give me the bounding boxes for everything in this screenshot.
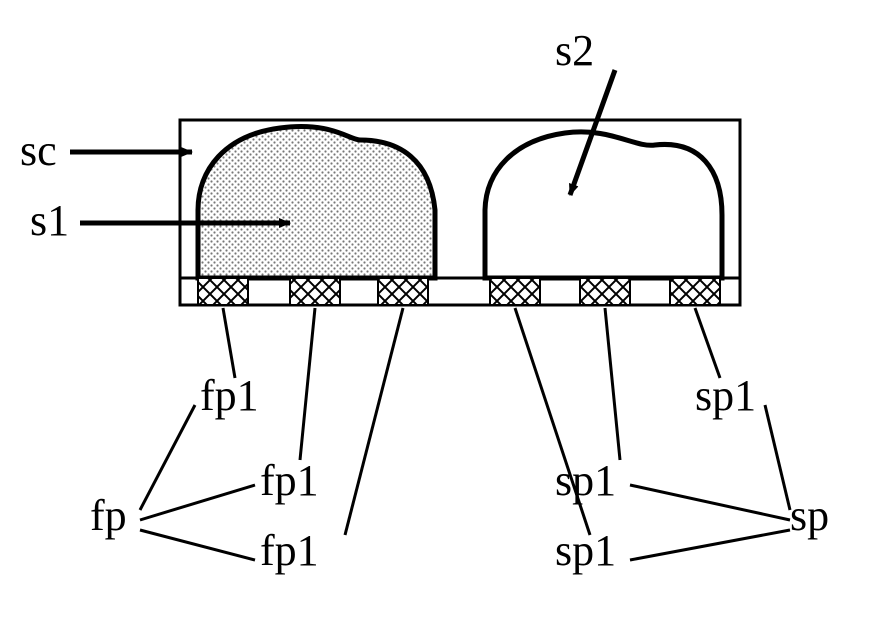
line-sp-group-2 [630, 485, 790, 520]
pad-fp1-2 [290, 278, 340, 305]
line-fp-group-2 [140, 485, 255, 520]
line-fp1-2 [300, 308, 315, 460]
line-sp1-2 [605, 308, 620, 460]
label-sp: sp [790, 491, 829, 540]
label-s2: s2 [555, 26, 594, 75]
label-fp: fp [90, 491, 127, 540]
pad-fp1-3 [378, 278, 428, 305]
label-sp1-a: sp1 [695, 371, 756, 420]
line-sp-group-1 [765, 405, 790, 510]
pad-fp1-1 [198, 278, 248, 305]
shape-s1 [198, 126, 435, 278]
label-sp1-c: sp1 [555, 526, 616, 575]
line-fp-group-3 [140, 530, 255, 560]
label-fp1-b: fp1 [260, 456, 319, 505]
line-fp-group-1 [140, 405, 195, 510]
label-sp1-b: sp1 [555, 456, 616, 505]
label-sc: sc [20, 126, 57, 175]
label-fp1-a: fp1 [200, 371, 259, 420]
line-fp1-1 [223, 308, 235, 378]
pad-sp1-3 [670, 278, 720, 305]
line-sp-group-3 [630, 530, 790, 560]
line-fp1-3 [345, 308, 403, 535]
pad-sp1-1 [490, 278, 540, 305]
shape-s2 [485, 132, 722, 278]
label-s1: s1 [30, 196, 69, 245]
label-fp1-c: fp1 [260, 526, 319, 575]
line-sp1-3 [695, 308, 720, 378]
pad-sp1-2 [580, 278, 630, 305]
